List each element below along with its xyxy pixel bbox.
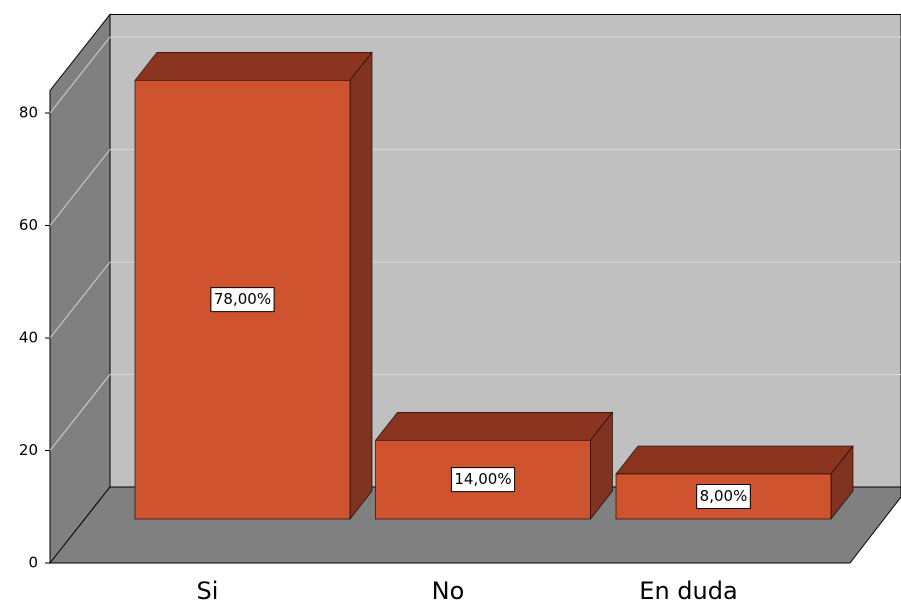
bar-side: [349, 51, 373, 520]
x-tick-label: En duda: [639, 577, 737, 605]
grid-line: [49, 374, 111, 451]
value-label: 14,00%: [454, 470, 511, 488]
y-tick-label: 0: [28, 554, 38, 572]
value-label-box: [210, 287, 275, 313]
value-label-box: [696, 484, 751, 509]
bar-top: [374, 411, 614, 441]
left-wall: [49, 13, 111, 565]
x-tick-label: No: [432, 577, 465, 605]
value-label: 8,00%: [700, 487, 748, 505]
grid-line: [49, 261, 111, 339]
grid-line: [49, 149, 111, 226]
bar-top: [134, 51, 373, 81]
y-tick-label: 20: [19, 441, 38, 459]
y-tick-label: 60: [19, 216, 38, 234]
y-tick-label: 40: [19, 329, 38, 347]
value-label: 78,00%: [214, 290, 271, 308]
y-tick-label: 80: [19, 104, 38, 122]
grid-line: [49, 36, 111, 114]
value-label-box: [450, 467, 516, 493]
x-tick-label: Si: [197, 577, 219, 605]
bar-top: [615, 445, 854, 475]
